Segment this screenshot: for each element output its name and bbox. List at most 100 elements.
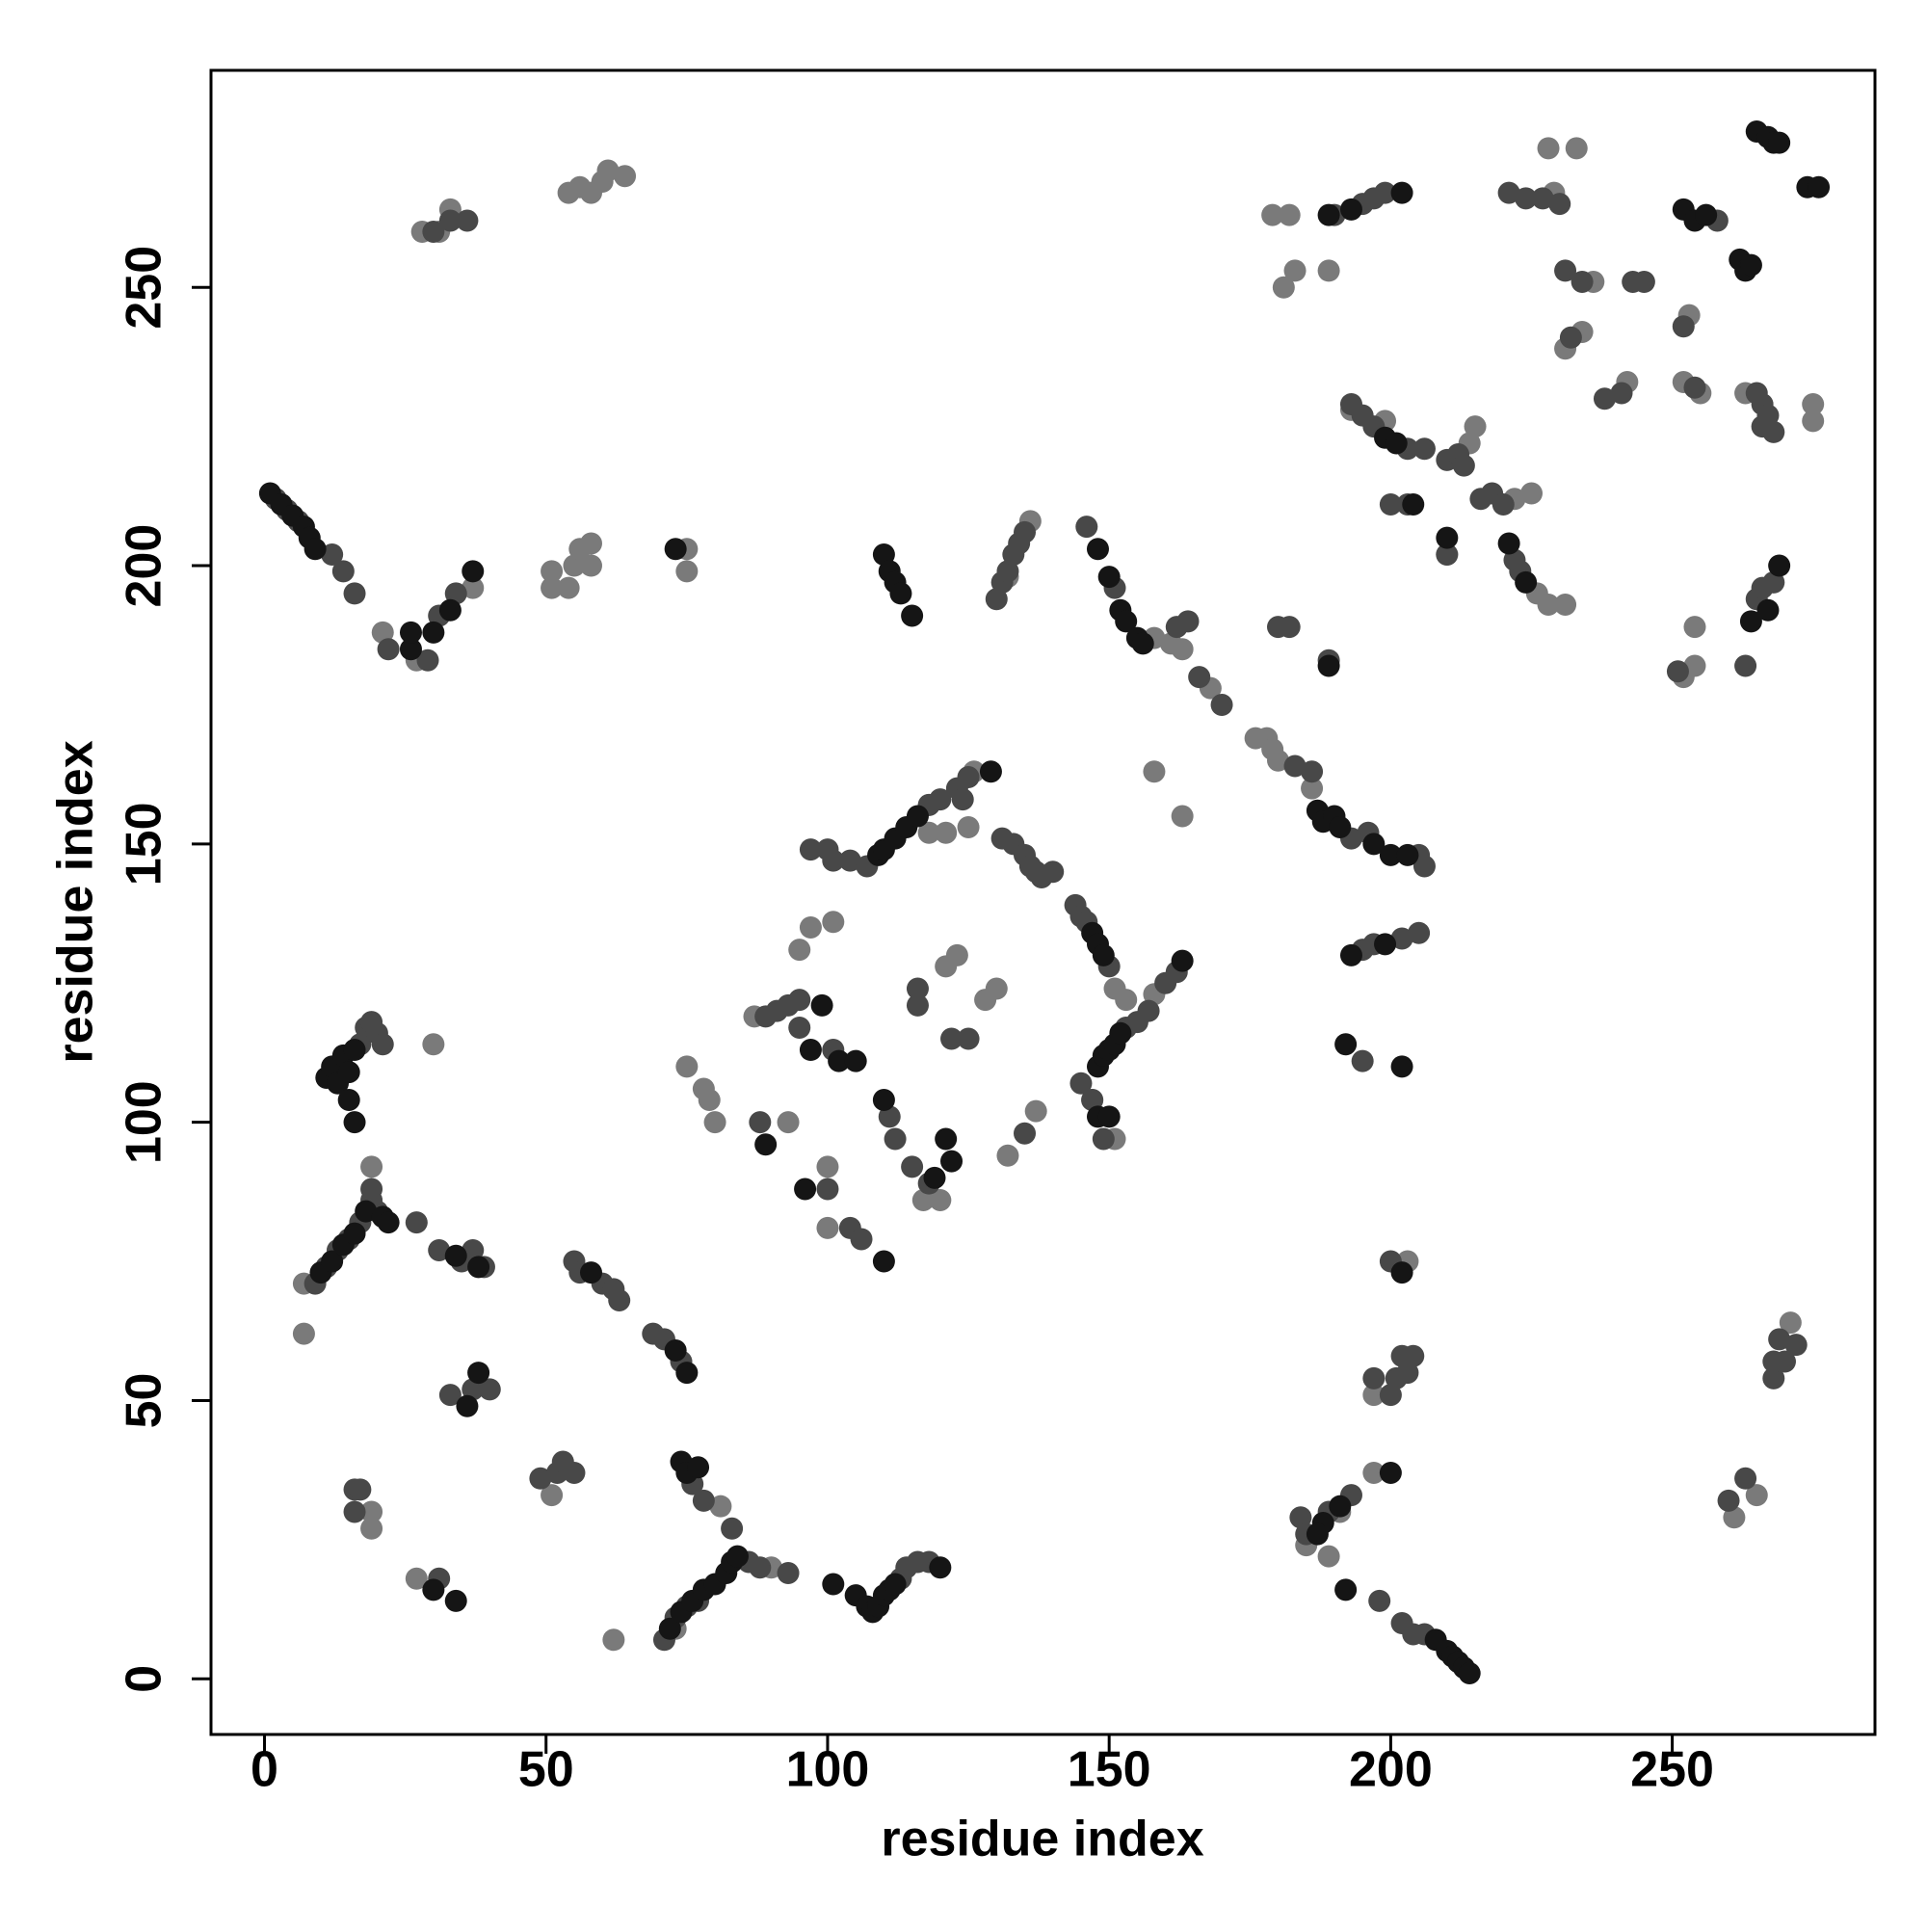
scatter-point: [844, 1049, 867, 1072]
scatter-point: [1666, 660, 1689, 683]
scatter-point: [703, 1111, 726, 1134]
scatter-point: [444, 1589, 467, 1612]
scatter-point: [343, 1500, 366, 1523]
scatter-point: [377, 638, 400, 661]
scatter-point: [579, 532, 602, 555]
y-tick-label: 200: [117, 524, 172, 608]
scatter-point: [675, 1362, 699, 1385]
scatter-point: [1554, 593, 1577, 616]
scatter-point: [1362, 1384, 1386, 1407]
scatter-point: [444, 582, 467, 605]
scatter-point: [749, 1111, 772, 1134]
scatter-point: [1802, 393, 1825, 416]
scatter-point: [1317, 259, 1340, 282]
scatter-point: [1436, 543, 1459, 567]
scatter-point: [337, 1061, 360, 1084]
scatter-point: [478, 1378, 501, 1401]
scatter-point: [1283, 259, 1307, 282]
scatter-point: [438, 1384, 462, 1407]
scatter-point: [1278, 203, 1301, 226]
y-tick-label: 250: [117, 246, 172, 330]
scatter-point: [1515, 570, 1538, 594]
scatter-point: [428, 1238, 451, 1261]
scatter-point: [1515, 187, 1538, 210]
scatter-point: [816, 1178, 839, 1201]
scatter-point: [658, 1617, 681, 1640]
scatter-point: [1301, 760, 1324, 783]
scatter-point: [1739, 610, 1762, 633]
scatter-point: [957, 766, 980, 789]
scatter-point: [935, 1127, 958, 1151]
x-tick-label: 150: [1068, 1742, 1151, 1798]
scatter-point: [331, 560, 355, 583]
scatter-point: [1548, 193, 1571, 216]
scatter-point: [996, 560, 1019, 583]
scatter-point: [985, 977, 1008, 1000]
scatter-point: [1283, 754, 1307, 778]
scatter-point: [1390, 181, 1413, 204]
scatter-point: [1014, 1122, 1037, 1145]
scatter-point: [1301, 777, 1324, 800]
scatter-point: [1768, 131, 1791, 154]
scatter-point: [1537, 593, 1560, 616]
scatter-point: [1092, 943, 1115, 966]
scatter-point: [1491, 493, 1515, 516]
scatter-point: [602, 1628, 625, 1652]
scatter-point: [541, 576, 564, 599]
scatter-point: [1379, 493, 1402, 516]
scatter-point: [416, 648, 439, 672]
scatter-point: [1086, 538, 1109, 561]
scatter-point: [1075, 516, 1098, 539]
scatter-point: [664, 1338, 687, 1362]
scatter-point: [529, 1467, 552, 1490]
scatter-point: [1097, 1105, 1121, 1128]
scatter-point: [1593, 387, 1616, 410]
scatter-point: [906, 805, 929, 828]
scatter-point: [721, 1517, 744, 1540]
scatter-point: [1756, 598, 1780, 622]
scatter-point: [1672, 315, 1695, 338]
scatter-point: [1402, 1344, 1425, 1367]
scatter-point: [709, 1495, 732, 1518]
scatter-point: [467, 1256, 490, 1279]
scatter-point: [996, 1144, 1019, 1167]
scatter-point: [929, 1189, 952, 1212]
scatter-point: [343, 1222, 366, 1245]
y-tick-label: 150: [117, 802, 172, 886]
scatter-point: [462, 560, 485, 583]
scatter-point: [360, 1517, 383, 1540]
scatter-point: [1339, 943, 1362, 966]
scatter-point: [1317, 203, 1340, 226]
x-tick-label: 0: [251, 1742, 278, 1798]
scatter-point: [1092, 1127, 1115, 1151]
scatter-point: [579, 554, 602, 577]
scatter-point: [467, 1362, 490, 1385]
scatter-point: [1081, 1089, 1104, 1112]
scatter-point: [906, 993, 929, 1017]
scatter-point: [1695, 203, 1718, 226]
scatter-point: [777, 1111, 800, 1134]
scatter-point: [371, 621, 394, 644]
scatter-point: [349, 1478, 372, 1501]
x-tick-label: 100: [786, 1742, 870, 1798]
y-tick-label: 100: [117, 1080, 172, 1164]
scatter-point: [1554, 259, 1577, 282]
scatter-point: [1610, 382, 1633, 405]
scatter-point: [462, 576, 485, 599]
scatter-point: [1683, 616, 1706, 639]
scatter-point: [1188, 666, 1211, 689]
scatter-point: [343, 1039, 366, 1062]
scatter-point: [399, 621, 422, 644]
scatter-point: [985, 588, 1008, 611]
x-tick-label: 200: [1349, 1742, 1433, 1798]
scatter-point: [1497, 181, 1520, 204]
scatter-point: [1329, 1495, 1352, 1518]
scatter-point: [872, 1250, 895, 1273]
scatter-point: [889, 582, 912, 605]
scatter-point: [1385, 432, 1408, 455]
scatter-point: [1261, 203, 1284, 226]
scatter-point: [422, 1033, 445, 1056]
scatter-point: [1317, 654, 1340, 677]
scatter-point: [405, 1211, 428, 1234]
